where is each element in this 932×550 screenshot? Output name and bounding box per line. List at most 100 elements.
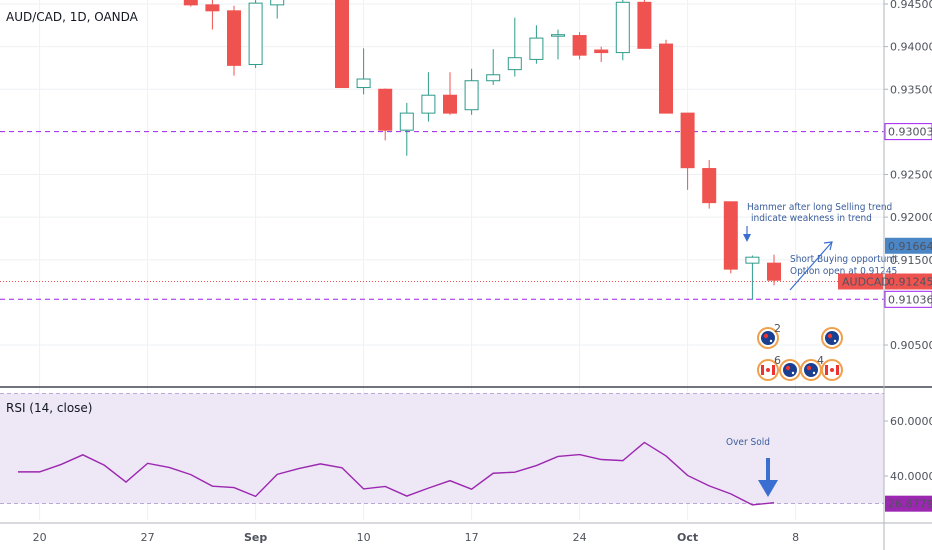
price-tick-label: 0.90500 [890, 339, 932, 352]
horizontal-levels[interactable] [0, 131, 884, 300]
time-tick-label: 10 [357, 531, 371, 544]
candle[interactable] [335, 0, 349, 89]
candle[interactable] [486, 49, 501, 85]
bear-candle-body [680, 112, 695, 169]
candle[interactable] [702, 160, 717, 209]
symbol-price-tag-bg [838, 273, 883, 290]
level-price-tag-bg [884, 123, 932, 141]
bull-candle-body [464, 80, 479, 111]
bull-candle-body [615, 1, 630, 54]
candle[interactable] [443, 72, 457, 115]
level-price-tag[interactable]: 0.93003 [884, 123, 932, 141]
price-tick-label: 0.92000 [890, 211, 932, 224]
rsi-value-tag-bg [885, 495, 932, 512]
australia-flag-icon [804, 363, 818, 377]
candle[interactable] [594, 46, 609, 62]
canada-flag-event-icon[interactable] [821, 359, 843, 381]
bear-candle-body [335, 0, 349, 89]
candle[interactable] [183, 0, 198, 7]
event-badges[interactable]: 2 6 4 [757, 322, 843, 381]
bull-candle-body [270, 0, 285, 6]
annotations[interactable]: Hammer after long Selling trendindicate … [726, 202, 899, 497]
australia-flag-event-icon[interactable]: 2 [757, 322, 781, 349]
australia-flag-icon [825, 331, 839, 345]
rsi-band [0, 393, 884, 504]
flag-union-mark [827, 333, 833, 339]
rsi-tick-label: 40.0000 [890, 470, 932, 483]
current-price-tag[interactable]: 0.91245 [885, 273, 932, 290]
annotation-hammer-line-2: indicate weakness in trend [751, 213, 872, 224]
bear-candle-body [205, 4, 220, 12]
candles[interactable] [183, 0, 781, 300]
symbol-price-tag[interactable]: AUDCAD [838, 273, 890, 290]
marker-price-tag[interactable]: 0.91664 [885, 237, 932, 254]
candle[interactable] [421, 72, 436, 122]
time-tick-label: Oct [677, 531, 698, 544]
time-tick-label: 17 [465, 531, 479, 544]
candle[interactable] [745, 255, 760, 300]
candle[interactable] [723, 201, 738, 274]
flag-bar-left [761, 365, 764, 375]
rising-arrow-shaft [789, 241, 833, 291]
candle[interactable] [637, 0, 652, 49]
australia-flag-event-icon[interactable] [821, 327, 843, 349]
candle[interactable] [356, 48, 371, 95]
flag-bar-right [836, 365, 839, 375]
candle[interactable] [615, 0, 630, 61]
candle[interactable] [659, 39, 673, 114]
australia-flag-event-icon[interactable]: 4 [800, 354, 824, 381]
candle[interactable] [399, 102, 414, 156]
symbol-price-tag-text: AUDCAD [842, 275, 890, 288]
candle[interactable] [680, 112, 695, 190]
maple-leaf-icon [766, 368, 770, 372]
flag-union-mark [785, 365, 791, 371]
price-tick-label: 0.92500 [890, 169, 932, 182]
bull-candle-body [486, 74, 501, 82]
time-tick-label: 8 [792, 531, 799, 544]
current-price-tag-bg [885, 273, 932, 290]
level-price-tag-text: 0.93003 [888, 126, 932, 139]
bear-candle-body [378, 88, 393, 131]
price-tick-label: 0.94000 [890, 41, 932, 54]
australia-flag-event-icon[interactable] [779, 359, 801, 381]
candle[interactable] [378, 88, 393, 141]
candle[interactable] [248, 0, 263, 68]
annotation-buying-line-1: Short Buying opportunit [790, 254, 899, 265]
flag-star [812, 371, 816, 375]
hammer-arrow-head-icon [743, 234, 751, 242]
marker-price-tag-bg [885, 237, 932, 254]
candle[interactable] [205, 0, 220, 30]
bear-candle-body [227, 10, 241, 66]
price-tick-label: 0.94500 [890, 0, 932, 11]
candle[interactable] [572, 32, 587, 60]
candle[interactable] [507, 17, 522, 77]
flag-bar-left [825, 365, 828, 375]
australia-flag-icon [783, 363, 797, 377]
rsi-value-tag[interactable]: 26.8779 [885, 495, 932, 512]
bull-candle-body [745, 256, 760, 264]
candle[interactable] [767, 254, 781, 286]
flag-bar-right [772, 365, 775, 375]
level-price-tag[interactable]: 0.91036 [884, 290, 932, 308]
candle[interactable] [227, 5, 241, 76]
maple-leaf-icon [830, 368, 834, 372]
bear-candle-body [594, 49, 609, 54]
bear-candle-body [767, 262, 781, 281]
candle[interactable] [529, 25, 544, 64]
bear-candle-body [572, 35, 587, 56]
candle[interactable] [270, 0, 285, 19]
australia-flag-icon [761, 331, 775, 345]
bull-candle-body [248, 2, 263, 66]
rsi-series[interactable] [0, 393, 884, 506]
rsi-line[interactable] [18, 441, 775, 506]
time-tick-label: 20 [33, 531, 47, 544]
candle[interactable] [464, 68, 479, 115]
canada-flag-event-icon[interactable]: 6 [757, 354, 781, 381]
bear-candle-body [637, 1, 652, 49]
annotation-buying-line-2: Option open at 0.91245 [790, 266, 897, 277]
bear-candle-body [723, 201, 738, 270]
candle[interactable] [551, 29, 565, 60]
bear-candle-body [659, 43, 673, 114]
